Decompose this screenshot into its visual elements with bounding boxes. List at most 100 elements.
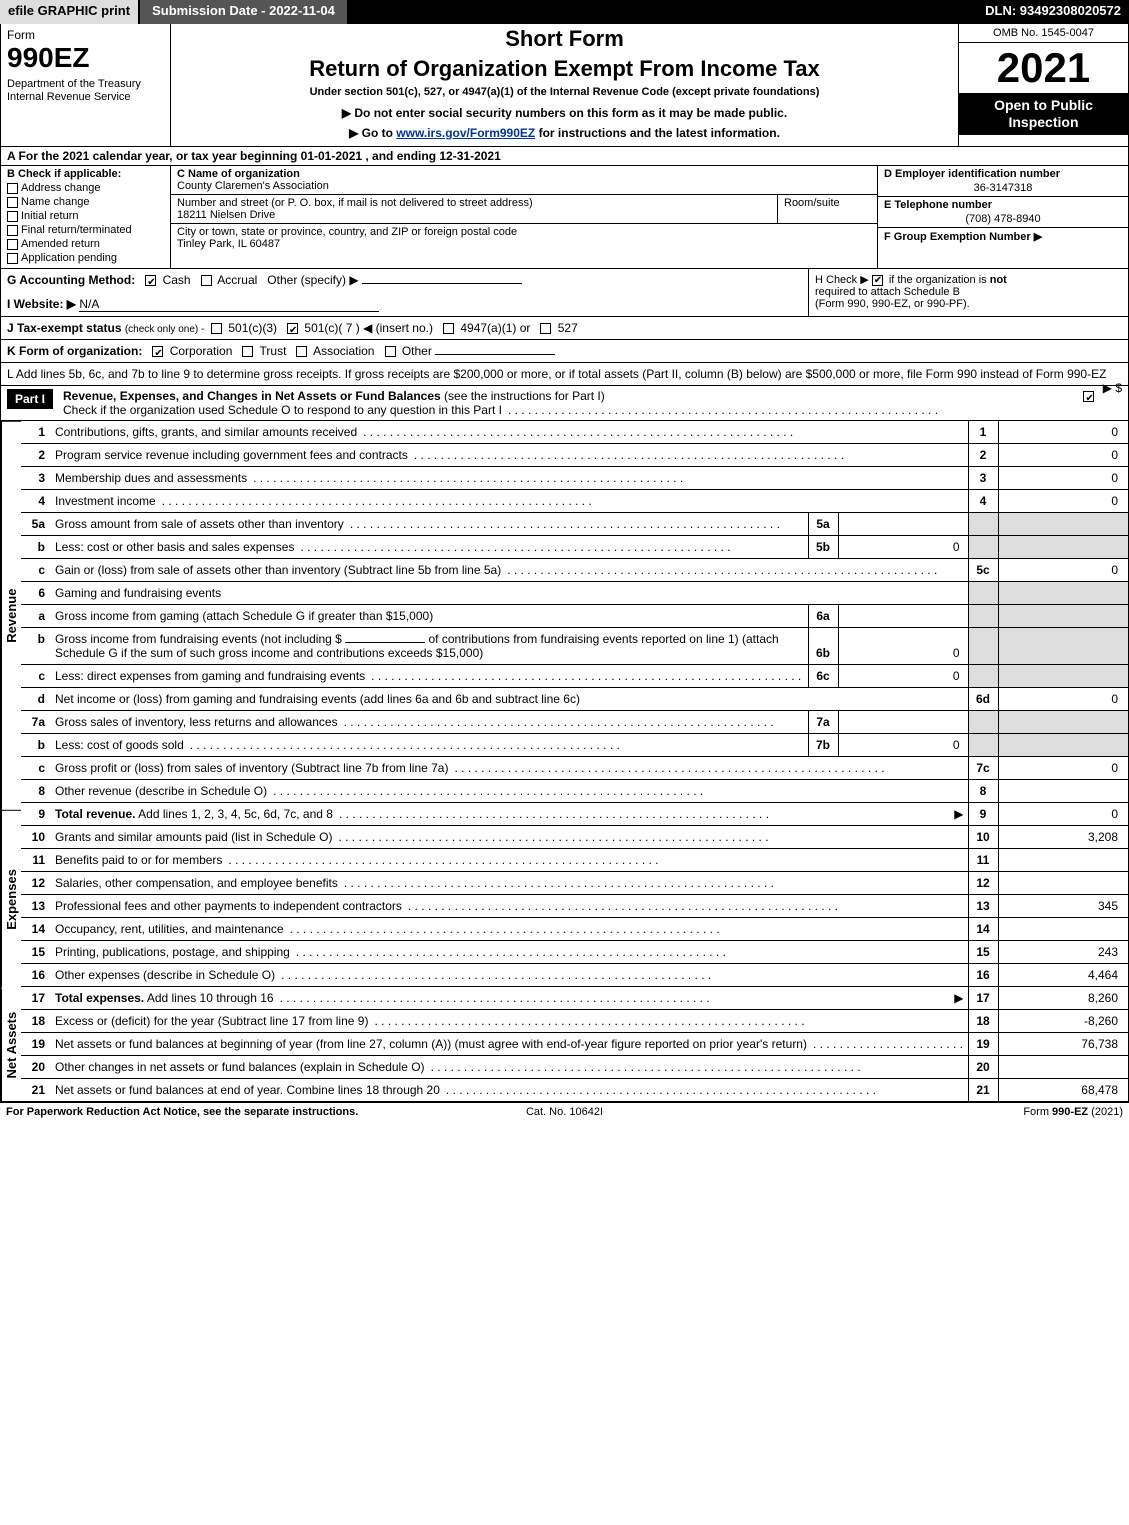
ssn-warning: ▶ Do not enter social security numbers o… — [177, 106, 952, 120]
spacer — [349, 0, 977, 24]
goto-link[interactable]: www.irs.gov/Form990EZ — [396, 126, 535, 140]
row-l-amount: ▶ $ — [1103, 381, 1122, 395]
row-k: K Form of organization: Corporation Trus… — [0, 340, 1129, 363]
goto-pre: Go to — [362, 126, 397, 140]
line-16: 16 Other expenses (describe in Schedule … — [21, 964, 1128, 987]
row-i: I Website: ▶ N/A — [7, 297, 802, 312]
line-13: 13 Professional fees and other payments … — [21, 895, 1128, 918]
line-6b: b Gross income from fundraising events (… — [21, 628, 1128, 665]
checkbox-corporation[interactable] — [152, 346, 163, 357]
city-row: City or town, state or province, country… — [171, 224, 877, 252]
revenue-tab: Revenue — [1, 421, 21, 810]
line-7c: c Gross profit or (loss) from sales of i… — [21, 757, 1128, 780]
line-6a: a Gross income from gaming (attach Sched… — [21, 605, 1128, 628]
checkbox-address-change[interactable]: Address change — [7, 182, 164, 194]
line-17: 17 Total expenses. Add lines 10 through … — [21, 987, 1128, 1010]
goto-post: for instructions and the latest informat… — [535, 126, 780, 140]
line-8: 8 Other revenue (describe in Schedule O)… — [21, 780, 1128, 803]
form-header: Form 990EZ Department of the Treasury In… — [0, 24, 1129, 147]
efile-label: efile GRAPHIC print — [0, 0, 138, 24]
checkbox-other-org[interactable] — [385, 346, 396, 357]
short-form-title: Short Form — [177, 26, 952, 52]
checkbox-final-return[interactable]: Final return/terminated — [7, 224, 164, 236]
checkbox-4947a1[interactable] — [443, 323, 454, 334]
lines-table: 1 Contributions, gifts, grants, and simi… — [21, 421, 1128, 1101]
checkbox-501c3[interactable] — [211, 323, 222, 334]
other-org-input[interactable] — [435, 354, 555, 355]
line-18: 18 Excess or (deficit) for the year (Sub… — [21, 1010, 1128, 1033]
line-6d: d Net income or (loss) from gaming and f… — [21, 688, 1128, 711]
address-value: 18211 Nielsen Drive — [177, 209, 771, 221]
phone-label: E Telephone number — [884, 199, 1122, 211]
org-name-label: C Name of organization — [177, 168, 871, 180]
row-a-period: A For the 2021 calendar year, or tax yea… — [0, 147, 1129, 166]
row-g: G Accounting Method: Cash Accrual Other … — [1, 269, 808, 316]
checkbox-name-change[interactable]: Name change — [7, 196, 164, 208]
sections-d-e-f: D Employer identification number 36-3147… — [878, 166, 1128, 268]
checkbox-527[interactable] — [540, 323, 551, 334]
line-5c: c Gain or (loss) from sale of assets oth… — [21, 559, 1128, 582]
checkbox-application-pending[interactable]: Application pending — [7, 252, 164, 264]
subtitle: Under section 501(c), 527, or 4947(a)(1)… — [177, 86, 952, 98]
line-1: 1 Contributions, gifts, grants, and simi… — [21, 421, 1128, 444]
checkbox-schedule-o-part1[interactable] — [1083, 391, 1094, 402]
checkbox-accrual[interactable] — [201, 275, 212, 286]
part-1-body: Revenue Expenses Net Assets 1 Contributi… — [0, 421, 1129, 1102]
line-21: 21 Net assets or fund balances at end of… — [21, 1079, 1128, 1102]
checkbox-trust[interactable] — [242, 346, 253, 357]
line-20: 20 Other changes in net assets or fund b… — [21, 1056, 1128, 1079]
line-15: 15 Printing, publications, postage, and … — [21, 941, 1128, 964]
checkbox-amended-return[interactable]: Amended return — [7, 238, 164, 250]
omb-number: OMB No. 1545-0047 — [959, 24, 1128, 43]
catalog-number: Cat. No. 10642I — [378, 1106, 750, 1118]
checkbox-501c[interactable] — [287, 323, 298, 334]
net-assets-tab: Net Assets — [1, 988, 21, 1101]
expenses-tab: Expenses — [1, 810, 21, 988]
checkbox-schedule-b-not-required[interactable] — [872, 275, 883, 286]
section-e: E Telephone number (708) 478-8940 — [878, 197, 1128, 228]
dln-label: DLN: 93492308020572 — [977, 0, 1129, 24]
checkbox-association[interactable] — [296, 346, 307, 357]
form-number: 990EZ — [7, 44, 164, 72]
line-10: 10 Grants and similar amounts paid (list… — [21, 826, 1128, 849]
sections-b-through-f: B Check if applicable: Address change Na… — [0, 166, 1129, 269]
inspection-line1: Open to Public — [963, 97, 1124, 114]
row-l: L Add lines 5b, 6c, and 7b to line 9 to … — [0, 363, 1129, 386]
address-row: Number and street (or P. O. box, if mail… — [171, 195, 877, 224]
row-l-text: L Add lines 5b, 6c, and 7b to line 9 to … — [7, 367, 1106, 381]
line-3: 3 Membership dues and assessments 3 0 — [21, 467, 1128, 490]
top-bar: efile GRAPHIC print Submission Date - 20… — [0, 0, 1129, 24]
line-7b: b Less: cost of goods sold 7b 0 — [21, 734, 1128, 757]
tax-year: 2021 — [959, 43, 1128, 93]
section-d: D Employer identification number 36-3147… — [878, 166, 1128, 197]
line-19: 19 Net assets or fund balances at beginn… — [21, 1033, 1128, 1056]
section-f: F Group Exemption Number ▶ — [878, 228, 1128, 245]
inspection-notice: Open to Public Inspection — [959, 93, 1128, 135]
line-9: 9 Total revenue. Add lines 1, 2, 3, 4, 5… — [21, 803, 1128, 826]
row-h: H Check ▶ if the organization is not req… — [808, 269, 1128, 316]
checkbox-initial-return[interactable]: Initial return — [7, 210, 164, 222]
section-b: B Check if applicable: Address change Na… — [1, 166, 171, 268]
header-right: OMB No. 1545-0047 2021 Open to Public In… — [958, 24, 1128, 146]
city-label: City or town, state or province, country… — [177, 226, 871, 238]
ssn-warning-text: Do not enter social security numbers on … — [354, 106, 787, 120]
paperwork-notice: For Paperwork Reduction Act Notice, see … — [6, 1106, 378, 1118]
line-4: 4 Investment income 4 0 — [21, 490, 1128, 513]
line-2: 2 Program service revenue including gove… — [21, 444, 1128, 467]
line-6c: c Less: direct expenses from gaming and … — [21, 665, 1128, 688]
line-14: 14 Occupancy, rent, utilities, and maint… — [21, 918, 1128, 941]
ein-value: 36-3147318 — [884, 180, 1122, 194]
part-1-title-sub: (see the instructions for Part I) — [444, 389, 605, 403]
page-footer: For Paperwork Reduction Act Notice, see … — [0, 1102, 1129, 1121]
accounting-method-label: G Accounting Method: — [7, 273, 135, 287]
line-11: 11 Benefits paid to or for members 11 — [21, 849, 1128, 872]
org-name-row: C Name of organization County Claremen's… — [171, 166, 877, 195]
line-5b: b Less: cost or other basis and sales ex… — [21, 536, 1128, 559]
other-specify-input[interactable] — [362, 283, 522, 284]
inspection-line2: Inspection — [963, 114, 1124, 131]
phone-value: (708) 478-8940 — [884, 211, 1122, 225]
website-label: I Website: ▶ — [7, 297, 76, 311]
section-b-title: B Check if applicable: — [7, 168, 164, 180]
part-1-label: Part I — [7, 389, 53, 409]
checkbox-cash[interactable] — [145, 275, 156, 286]
